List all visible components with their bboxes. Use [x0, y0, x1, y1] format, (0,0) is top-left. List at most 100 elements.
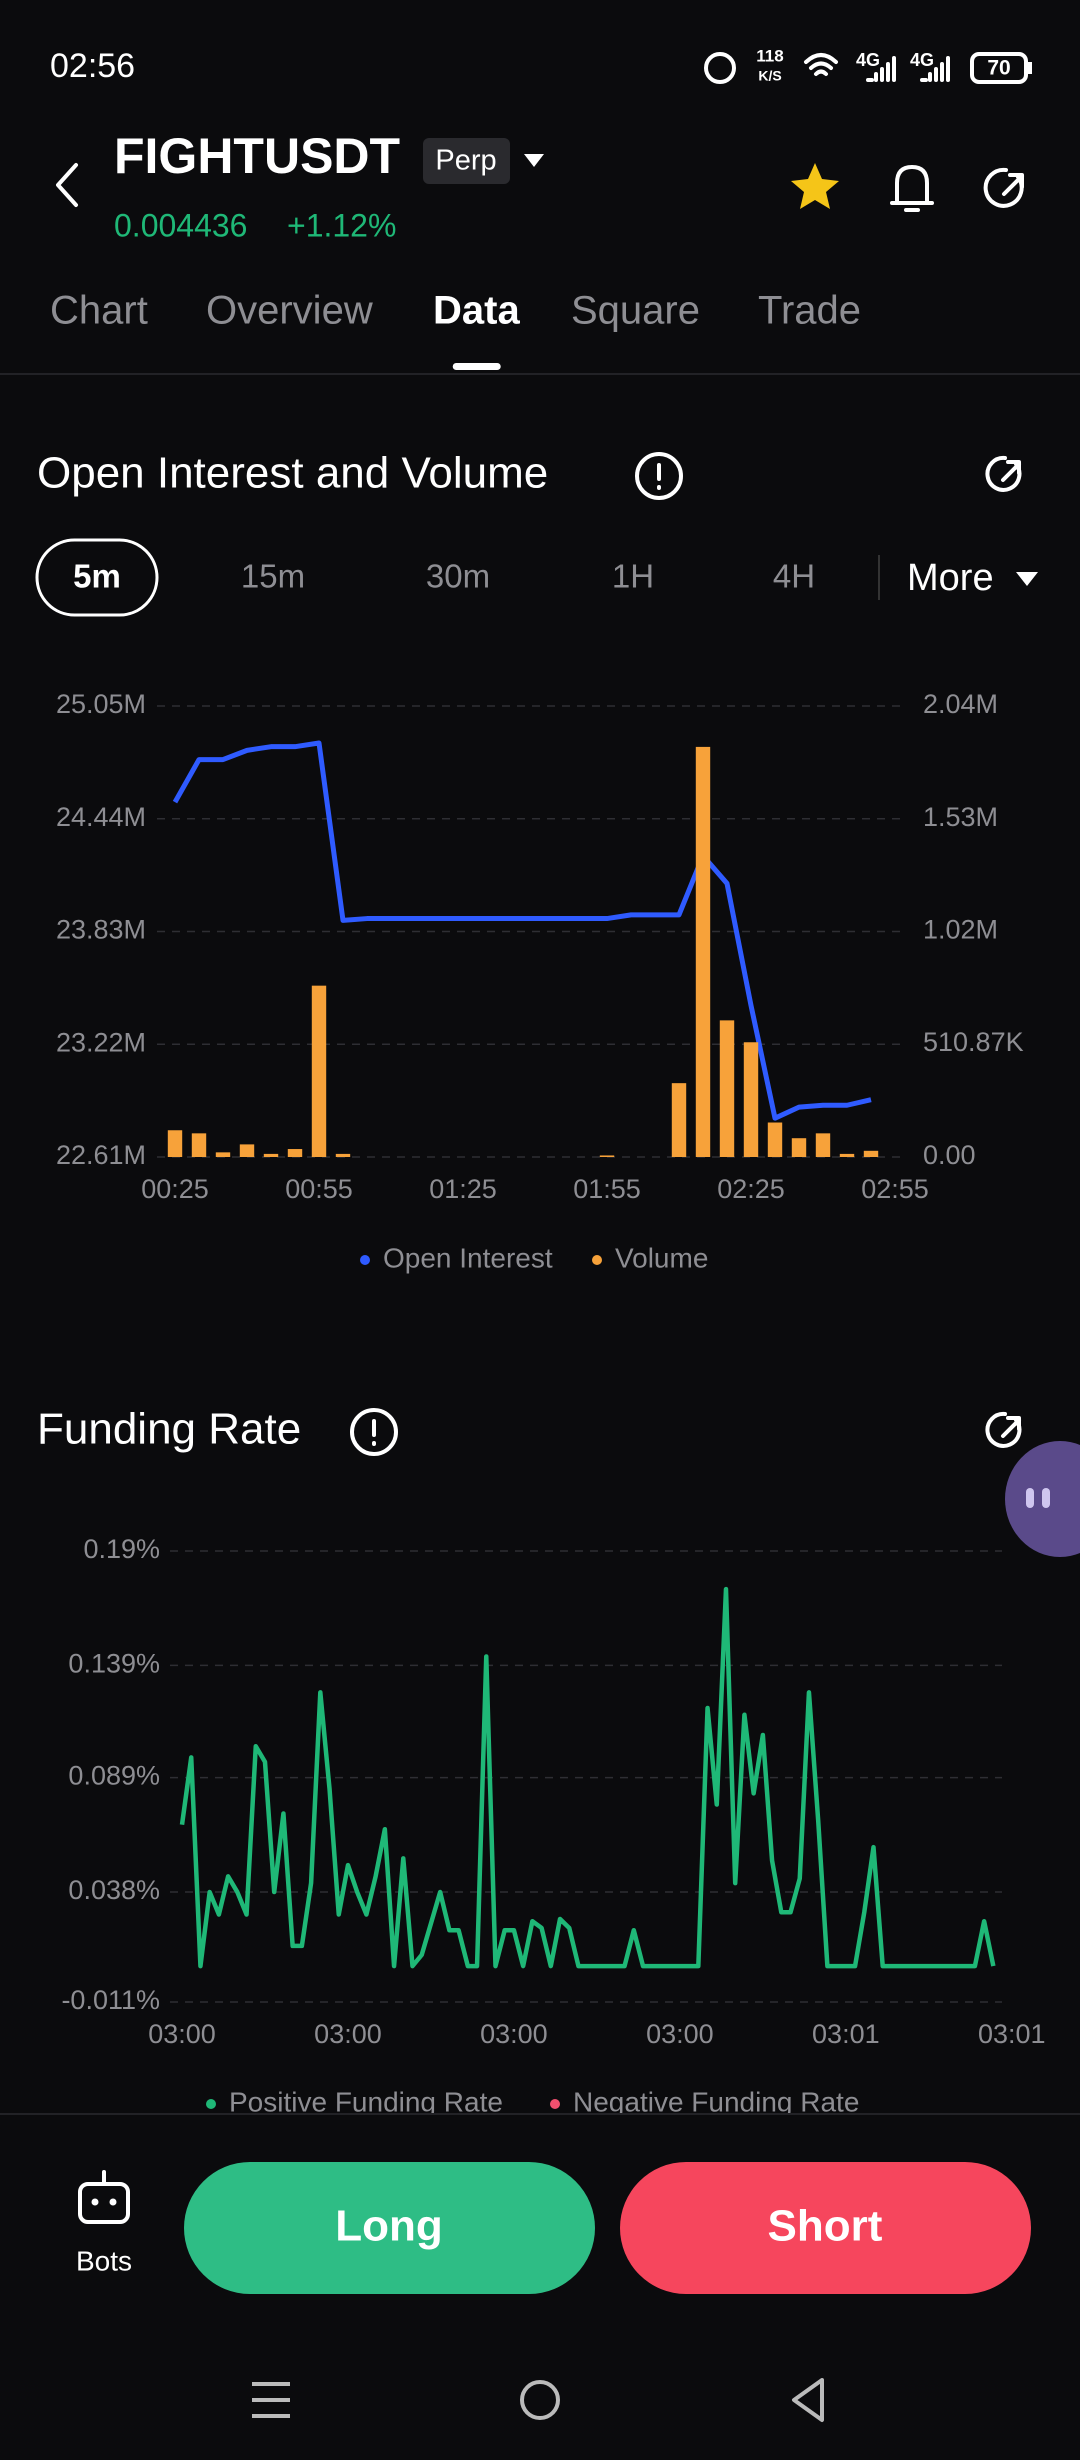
volume-bar	[263, 1153, 279, 1157]
volume-bar	[287, 1149, 303, 1157]
y-tick-label: 25.05M	[56, 689, 146, 719]
symbol: FIGHTUSDT	[114, 128, 400, 184]
net-unit: K/S	[758, 68, 781, 84]
y-tick-label: 23.83M	[56, 915, 146, 945]
y-tick-label: -0.011%	[61, 1985, 160, 2015]
y-tick-label: 24.44M	[56, 802, 146, 832]
x-tick-label: 01:55	[573, 1174, 641, 1204]
interval[interactable]: 30m	[426, 558, 490, 595]
alarm-icon	[704, 52, 736, 84]
net-speed: 118	[756, 46, 783, 65]
y-tick-label: 0.139%	[68, 1649, 160, 1679]
volume-bar	[815, 1133, 831, 1157]
nav-home[interactable]	[520, 2380, 560, 2420]
legend-label: Negative Funding Rate	[573, 2086, 859, 2117]
x-tick-label: 03:00	[480, 2019, 548, 2049]
tab[interactable]: Data	[433, 289, 520, 333]
tab-underline	[452, 363, 501, 370]
series-line	[172, 740, 872, 1121]
y2-tick-label: 0.00	[923, 1140, 976, 1170]
volume-bar	[311, 985, 327, 1157]
nav-back[interactable]	[792, 2378, 824, 2422]
interval[interactable]: 1H	[612, 558, 654, 595]
volume-bar	[719, 1020, 735, 1157]
tab[interactable]: Trade	[758, 289, 861, 333]
floating-assistant[interactable]	[1005, 1441, 1080, 1557]
dynamic-layer: Chart Overview Data Square Trade 5m 15m 30m 1H 4H…	[35, 289, 1046, 2117]
volume-bar	[695, 746, 711, 1157]
volume-bar	[215, 1152, 231, 1157]
perp-badge	[423, 138, 510, 184]
nav-menu[interactable]	[252, 2382, 290, 2418]
y-tick-label: 23.22M	[56, 1027, 146, 1057]
legend-label: Positive Funding Rate	[229, 2086, 503, 2117]
bots-label: Bots	[76, 2245, 132, 2276]
interval[interactable]: 15m	[241, 558, 305, 595]
battery-level: 70	[987, 57, 1010, 80]
nav-bar	[252, 2378, 824, 2422]
volume-bar	[767, 1122, 783, 1157]
wifi-icon	[804, 53, 838, 76]
signal-2	[920, 56, 950, 82]
back-button[interactable]	[56, 163, 78, 207]
x-tick-label: 03:00	[314, 2019, 382, 2049]
signal-1	[866, 56, 896, 82]
legend-label: Open Interest	[383, 1242, 553, 1273]
series-line	[179, 1586, 996, 1969]
battery-tip	[1028, 62, 1032, 74]
x-tick-label: 03:01	[812, 2019, 880, 2049]
interval-pill	[35, 538, 159, 617]
price-change: +1.12%	[287, 207, 396, 243]
long-button[interactable]	[184, 2162, 595, 2294]
x-tick-label: 00:55	[285, 1174, 353, 1204]
oi-title: Open Interest and Volume	[37, 449, 548, 498]
x-tick-label: 03:01	[978, 2019, 1046, 2049]
symbol-dropdown[interactable]	[524, 154, 544, 167]
volume-bar	[671, 1083, 687, 1157]
share-button[interactable]	[983, 167, 1024, 208]
y-tick-label: 0.19%	[83, 1534, 160, 1564]
interval[interactable]: 5m	[73, 558, 121, 595]
legend-dot	[360, 1255, 370, 1265]
y2-tick-label: 1.53M	[923, 802, 998, 832]
x-tick-label: 03:00	[148, 2019, 216, 2049]
network-2: 4G	[910, 50, 934, 70]
long-label: Long	[335, 2202, 443, 2251]
favorite-star[interactable]	[791, 163, 839, 209]
alert-bell[interactable]	[890, 165, 934, 212]
x-tick-label: 02:55	[861, 1174, 929, 1204]
short-label: Short	[768, 2202, 883, 2251]
bots-button[interactable]	[78, 2170, 130, 2224]
volume-bar	[191, 1133, 207, 1157]
more-button[interactable]: More	[907, 557, 994, 599]
more-arrow	[1016, 572, 1038, 586]
volume-bar	[839, 1153, 855, 1157]
status-icons: 118 K/S 4G 4G 70	[704, 46, 1032, 84]
x-tick-label: 02:25	[717, 1174, 785, 1204]
legend-dot	[206, 2099, 216, 2109]
short-button[interactable]	[620, 2162, 1031, 2294]
volume-bar	[167, 1130, 183, 1157]
volume-bar	[863, 1150, 879, 1157]
tab[interactable]: Square	[571, 289, 700, 333]
status-time: 02:56	[50, 47, 135, 85]
funding-info-icon[interactable]	[350, 1408, 398, 1456]
oi-info-icon[interactable]	[635, 452, 683, 500]
legend-dot	[550, 2099, 560, 2109]
x-tick-label: 03:00	[646, 2019, 714, 2049]
tab[interactable]: Chart	[50, 289, 148, 333]
volume-bar	[791, 1138, 807, 1157]
funding-share[interactable]	[985, 1411, 1022, 1448]
x-tick-label: 00:25	[141, 1174, 209, 1204]
tab[interactable]: Overview	[206, 289, 373, 333]
oi-share[interactable]	[985, 455, 1022, 492]
volume-bar	[239, 1144, 255, 1157]
volume-bar	[599, 1155, 615, 1157]
funding-title: Funding Rate	[37, 1405, 301, 1454]
interval[interactable]: 4H	[773, 558, 815, 595]
y2-tick-label: 1.02M	[923, 915, 998, 945]
y2-tick-label: 2.04M	[923, 689, 998, 719]
